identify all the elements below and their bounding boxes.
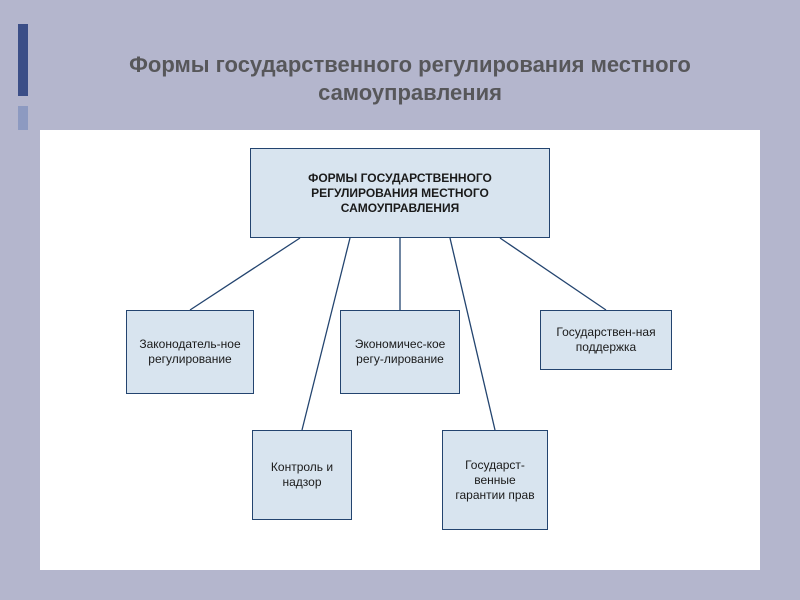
diagram-canvas: ФОРМЫ ГОСУДАРСТВЕННОГО РЕГУЛИРОВАНИЯ МЕС… bbox=[40, 130, 760, 570]
node-c2: Контроль и надзор bbox=[252, 430, 352, 520]
node-c3: Экономичес-кое регу-лирование bbox=[340, 310, 460, 394]
edge-4 bbox=[500, 238, 606, 310]
node-label: Законодатель-ное регулирование bbox=[133, 337, 247, 367]
node-root: ФОРМЫ ГОСУДАРСТВЕННОГО РЕГУЛИРОВАНИЯ МЕС… bbox=[250, 148, 550, 238]
node-c5: Государствен-ная поддержка bbox=[540, 310, 672, 370]
node-label: Государст-венные гарантии прав bbox=[449, 458, 541, 503]
accent-bar-1 bbox=[18, 106, 28, 130]
node-c1: Законодатель-ное регулирование bbox=[126, 310, 254, 394]
edge-0 bbox=[190, 238, 300, 310]
node-label: Государствен-ная поддержка bbox=[547, 325, 665, 355]
node-c4: Государст-венные гарантии прав bbox=[442, 430, 548, 530]
page-title: Формы государственного регулирования мес… bbox=[60, 51, 760, 108]
node-label: Контроль и надзор bbox=[259, 460, 345, 490]
accent-bar-0 bbox=[18, 24, 28, 96]
slide: Формы государственного регулирования мес… bbox=[0, 0, 800, 600]
node-label: ФОРМЫ ГОСУДАРСТВЕННОГО РЕГУЛИРОВАНИЯ МЕС… bbox=[257, 171, 543, 216]
node-label: Экономичес-кое регу-лирование bbox=[347, 337, 453, 367]
